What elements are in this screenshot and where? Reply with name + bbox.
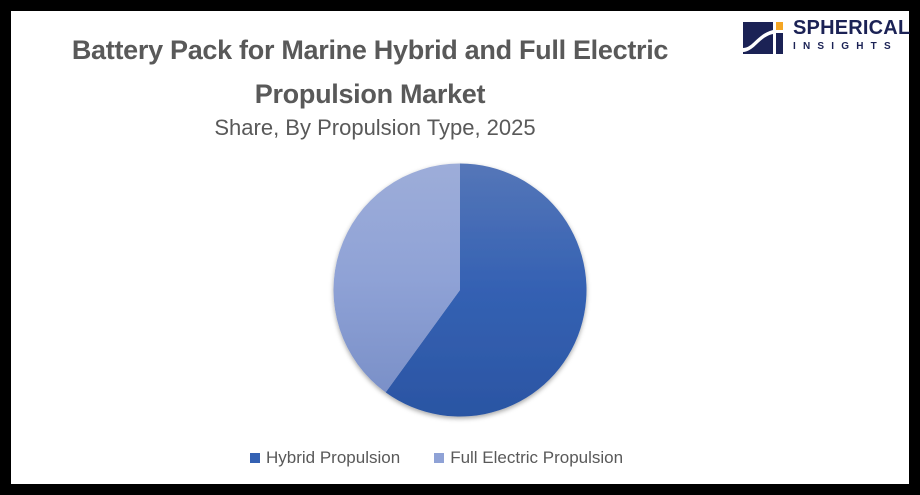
pie-slice-full-electric-propulsion[interactable] [333,163,461,393]
chart-subtitle: Share, By Propulsion Type, 2025 [214,115,536,140]
logo-wordmark-primary: SPHERICAL [793,17,911,39]
legend-item-hybrid-propulsion[interactable]: Hybrid Propulsion [250,448,400,468]
chart-title: Battery Pack for Marine Hybrid and Full … [71,35,669,109]
pie-chart [320,150,610,440]
chart-legend: Hybrid Propulsion Full Electric Propulsi… [250,446,623,470]
legend-swatch-icon [434,453,445,463]
legend-label: Hybrid Propulsion [266,448,401,467]
logo-wordmark-secondary: INSIGHTS [793,41,898,52]
legend-item-full-electric-propulsion[interactable]: Full Electric Propulsion [434,448,623,468]
legend-swatch-icon [250,453,260,463]
brand-logo: SPHERICAL INSIGHTS [743,17,911,58]
legend-label: Full Electric Propulsion [450,448,624,467]
spherical-insights-logo-icon [743,22,783,54]
pie-slice-hybrid-propulsion[interactable] [385,163,587,417]
pie-chart-svg [333,163,587,417]
